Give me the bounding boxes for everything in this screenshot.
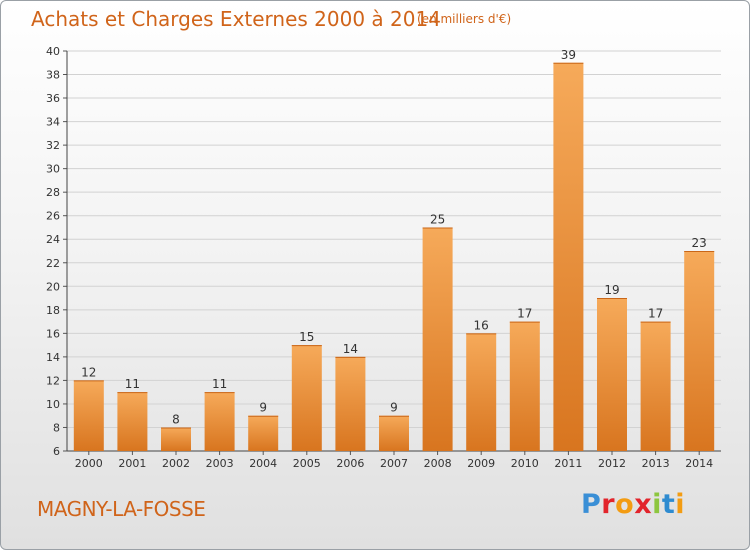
y-tick-label: 20	[46, 280, 60, 293]
bar-2007	[379, 415, 409, 451]
logo-letter: i	[652, 489, 662, 520]
y-tick-label: 24	[46, 233, 60, 246]
x-tick-label: 2010	[511, 457, 539, 470]
y-tick-label: 38	[46, 69, 60, 82]
bar-2009	[466, 333, 497, 451]
bars	[73, 62, 715, 451]
x-tick-label: 2003	[206, 457, 234, 470]
x-tick-label: 2007	[380, 457, 408, 470]
value-label-2006: 14	[343, 342, 358, 356]
town-name: MAGNY-LA-FOSSE	[37, 497, 206, 521]
x-tick-label: 2013	[642, 457, 670, 470]
bar-2000	[73, 380, 104, 451]
bar-2014	[684, 251, 715, 451]
value-label-2008: 25	[430, 212, 445, 226]
bar-2010	[509, 321, 540, 451]
logo-letter: o	[615, 489, 635, 520]
x-tick-label: 2012	[598, 457, 626, 470]
axes: 6 8 10 12 14 16 18 20 22 24 26 28 30 32 34 36 38 40 2000 20…	[46, 45, 721, 470]
value-label-2005: 15	[299, 330, 314, 344]
x-tick-label: 2004	[249, 457, 277, 470]
x-tick-label: 2009	[467, 457, 495, 470]
value-label-2013: 17	[648, 307, 663, 321]
value-label-2007: 9	[390, 401, 398, 415]
bar-2004	[248, 415, 279, 451]
y-tick-label: 16	[46, 327, 60, 340]
value-label-2012: 19	[604, 283, 619, 297]
x-tick-label: 2011	[554, 457, 582, 470]
y-tick-label: 6	[53, 445, 60, 458]
bar-2011	[553, 62, 584, 451]
logo-letter: P	[581, 489, 602, 520]
logo-letter: x	[634, 489, 653, 520]
proxiti-logo[interactable]: Proxiti	[581, 489, 685, 520]
value-label-2003: 11	[212, 377, 227, 391]
y-tick-label: 36	[46, 92, 60, 105]
x-tick-label: 2001	[118, 457, 146, 470]
y-tick-label: 10	[46, 398, 60, 411]
y-tick-label: 14	[46, 351, 60, 364]
bar-2001	[117, 392, 148, 451]
logo-letter: r	[601, 489, 616, 520]
value-label-2002: 8	[172, 412, 180, 426]
bar-2002	[161, 427, 191, 451]
value-label-2009: 16	[474, 318, 489, 332]
x-tick-label: 2000	[75, 457, 103, 470]
y-tick-label: 8	[53, 421, 60, 434]
bar-2006	[335, 356, 366, 451]
value-label-2004: 9	[259, 401, 267, 415]
chart-unit: (en milliers d'€)	[417, 12, 512, 26]
y-tick-label: 34	[46, 116, 60, 129]
chart-title: Achats et Charges Externes 2000 à 2014	[31, 7, 441, 31]
bar-2003	[204, 392, 235, 451]
value-label-2014: 23	[692, 236, 707, 250]
x-tick-label: 2006	[336, 457, 364, 470]
x-tick-label: 2008	[424, 457, 452, 470]
x-tick-label: 2014	[685, 457, 713, 470]
y-tick-label: 18	[46, 304, 60, 317]
bar-2013	[640, 321, 671, 451]
y-tick-label: 12	[46, 374, 60, 387]
y-tick-label: 26	[46, 210, 60, 223]
y-tick-label: 32	[46, 139, 60, 152]
value-label-2000: 12	[81, 365, 96, 379]
y-tick-label: 30	[46, 163, 60, 176]
x-tick-label: 2005	[293, 457, 321, 470]
labels: 12 11 8 11 9 15 14 9 25 16 17 39 19 17 23	[81, 48, 707, 427]
value-label-2011: 39	[561, 48, 576, 62]
bar-2005	[291, 345, 322, 451]
value-label-2010: 17	[517, 307, 532, 321]
y-tick-label: 28	[46, 186, 60, 199]
logo-letter: i	[675, 489, 686, 520]
bar-2008	[422, 227, 453, 451]
logo-letter: t	[661, 489, 676, 520]
bar-2012	[597, 298, 627, 451]
y-tick-label: 40	[46, 45, 60, 58]
y-tick-label: 22	[46, 257, 60, 270]
x-tick-label: 2002	[162, 457, 190, 470]
value-label-2001: 11	[125, 377, 140, 391]
